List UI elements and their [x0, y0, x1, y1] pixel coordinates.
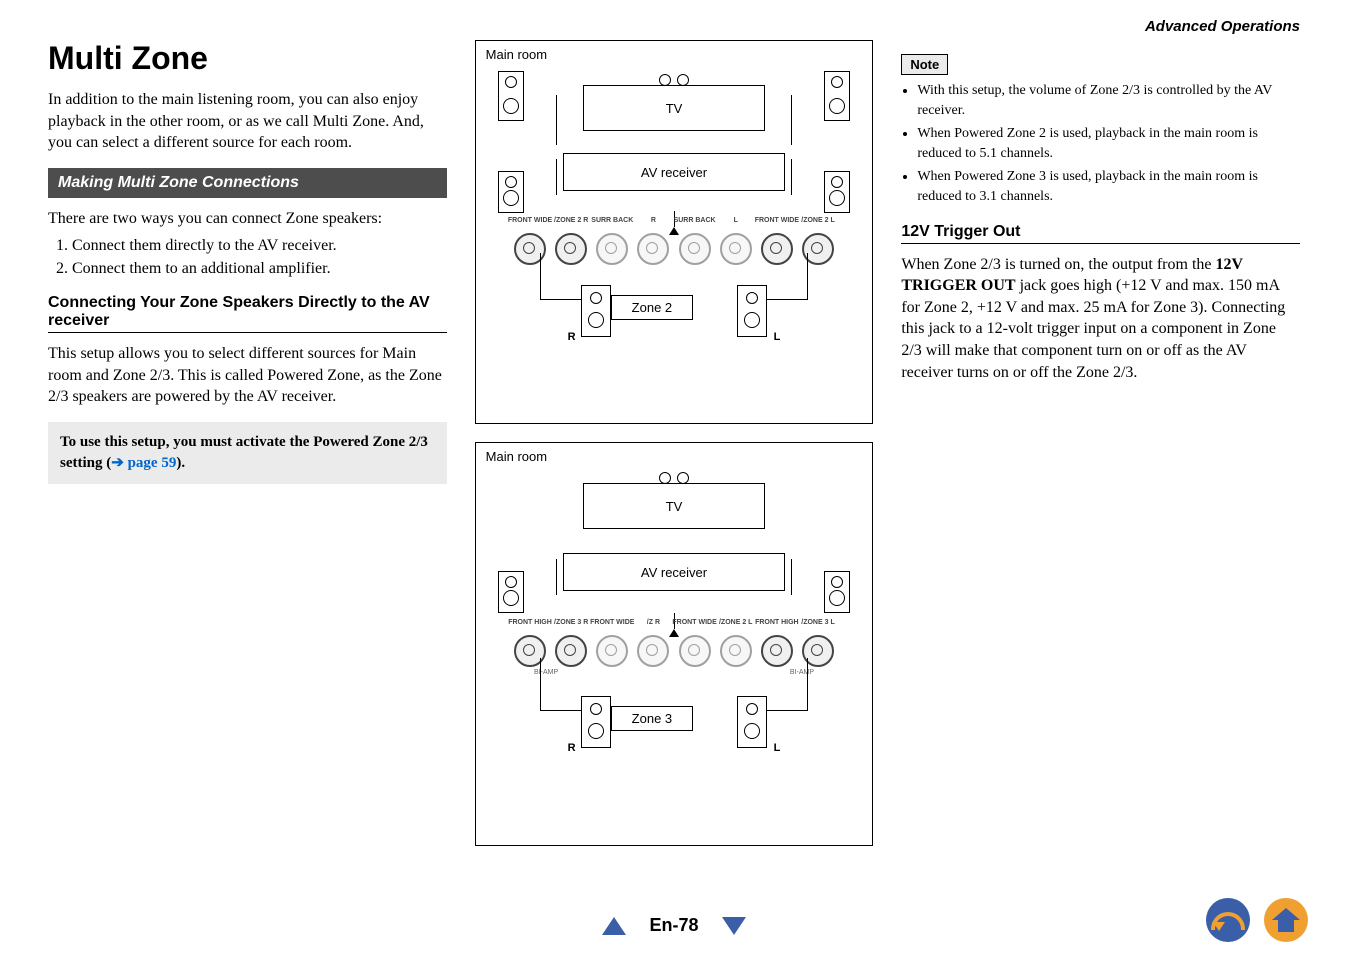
terminal-icon [679, 233, 711, 265]
callout-box: To use this setup, you must activate the… [48, 422, 447, 484]
next-page-icon[interactable] [722, 917, 746, 935]
terminal-icon [720, 233, 752, 265]
terminal-icon [720, 635, 752, 667]
av-receiver-box: AV receiver [563, 553, 785, 591]
prev-page-icon[interactable] [602, 917, 626, 935]
note-badge: Note [901, 54, 948, 75]
column-2-diagrams: Main room TV AV receiver [475, 40, 874, 846]
page-link[interactable]: ➔ page 59 [111, 455, 176, 471]
terminal-icon [514, 635, 546, 667]
sub-body: This setup allows you to select differen… [48, 343, 447, 408]
terminal-label: /Z R [647, 619, 660, 626]
zone-speakers: Zone 3 R L [476, 696, 873, 766]
column-3: Note With this setup, the volume of Zone… [901, 40, 1300, 846]
terminal-icon [555, 233, 587, 265]
l-label: L [774, 742, 781, 754]
terminal-label: FRONT WIDE [508, 217, 552, 224]
connection-list: Connect them directly to the AV receiver… [48, 235, 447, 280]
home-icon[interactable] [1264, 898, 1308, 942]
diagram-zone2: Main room TV AV receiver [475, 40, 874, 424]
main-room-label: Main room [486, 449, 547, 464]
terminal-label: SURR BACK [591, 217, 633, 224]
list-item: Connect them to an additional amplifier. [72, 258, 447, 280]
terminal-label: /ZONE 3 L [801, 619, 834, 626]
diagram-zone3: Main room TV AV receiver [475, 442, 874, 846]
terminal-icon [761, 233, 793, 265]
speaker-icon [498, 171, 524, 213]
l-label: L [774, 331, 781, 343]
back-icon[interactable] [1206, 898, 1250, 942]
speaker-icon [737, 696, 767, 748]
terminal-label: /ZONE 2 R [554, 217, 588, 224]
main-room-label: Main room [486, 47, 547, 62]
terminal-icon [596, 635, 628, 667]
speaker-icon [498, 571, 524, 613]
terminal-label: FRONT WIDE [672, 619, 716, 626]
speaker-icon [824, 171, 850, 213]
terminal-label: L [734, 217, 738, 224]
note-item: When Powered Zone 3 is used, playback in… [917, 167, 1300, 206]
tv-box: TV [583, 85, 765, 131]
note-item: When Powered Zone 2 is used, playback in… [917, 124, 1300, 163]
terminal-icon [637, 233, 669, 265]
terminal-label: FRONT WIDE [590, 619, 634, 626]
subheading: Connecting Your Zone Speakers Directly t… [48, 294, 447, 330]
terminal-icon [596, 233, 628, 265]
tv-led-icon [659, 74, 689, 86]
callout-text-b: ). [176, 455, 185, 471]
r-label: R [568, 742, 576, 754]
note-item: With this setup, the volume of Zone 2/3 … [917, 81, 1300, 120]
terminal-strip: FRONT WIDE /ZONE 2 R SURR BACK R SURR BA… [508, 217, 840, 265]
r-label: R [568, 331, 576, 343]
terminal-label: /ZONE 2 L [801, 217, 834, 224]
page-footer: En-78 [0, 915, 1348, 936]
list-intro: There are two ways you can connect Zone … [48, 208, 447, 230]
section-heading: Making Multi Zone Connections [48, 168, 447, 198]
zone-speakers: Zone 2 R L [476, 285, 873, 355]
zone-label: Zone 2 [611, 295, 693, 320]
trigger-body: When Zone 2/3 is turned on, the output f… [901, 254, 1300, 384]
terminal-icon [637, 635, 669, 667]
terminal-label: FRONT WIDE [755, 217, 799, 224]
terminal-icon [514, 233, 546, 265]
trigger-text-a: When Zone 2/3 is turned on, the output f… [901, 256, 1215, 273]
notes-list: With this setup, the volume of Zone 2/3 … [901, 81, 1300, 207]
terminal-label: FRONT HIGH [508, 619, 552, 626]
speaker-icon [737, 285, 767, 337]
tv-label: TV [666, 101, 683, 116]
zone-label: Zone 3 [611, 706, 693, 731]
tv-label: TV [666, 499, 683, 514]
av-label: AV receiver [641, 165, 707, 180]
speaker-icon [581, 285, 611, 337]
terminal-strip: FRONT HIGH /ZONE 3 R FRONT WIDE /Z R FRO… [508, 619, 840, 667]
terminal-label: R [651, 217, 656, 224]
speaker-icon [824, 571, 850, 613]
terminal-label: /ZONE 2 L [719, 619, 752, 626]
page-title: Multi Zone [48, 40, 447, 77]
av-receiver-box: AV receiver [563, 153, 785, 191]
terminal-label: SURR BACK [674, 217, 716, 224]
list-item: Connect them directly to the AV receiver… [72, 235, 447, 257]
terminal-label: FRONT HIGH [755, 619, 799, 626]
terminal-icon [679, 635, 711, 667]
page-number: En-78 [649, 915, 698, 935]
terminal-icon [761, 635, 793, 667]
av-label: AV receiver [641, 565, 707, 580]
terminal-label: /ZONE 3 R [554, 619, 588, 626]
column-1: Multi Zone In addition to the main liste… [48, 40, 447, 846]
speaker-icon [581, 696, 611, 748]
intro-text: In addition to the main listening room, … [48, 89, 447, 154]
trigger-heading: 12V Trigger Out [901, 223, 1300, 241]
section-header: Advanced Operations [1145, 18, 1300, 35]
tv-box: TV [583, 483, 765, 529]
tv-led-icon [659, 472, 689, 484]
terminal-icon [555, 635, 587, 667]
